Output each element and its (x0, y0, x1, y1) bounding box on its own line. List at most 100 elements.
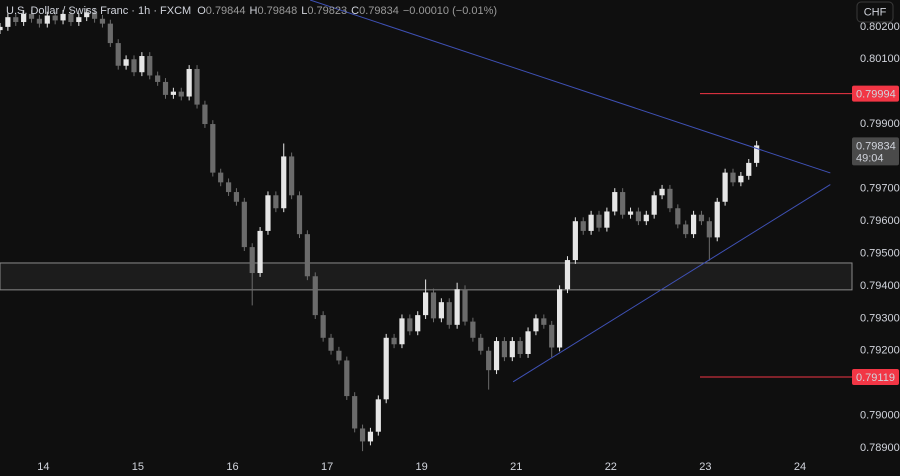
candle-body (320, 315, 326, 338)
trendline (309, 0, 831, 174)
candle-body (60, 13, 66, 21)
candle-body (194, 68, 200, 105)
candle-body (533, 318, 539, 332)
trendline (512, 184, 831, 383)
candle-body (478, 337, 484, 351)
y-tick-label: 0.78900 (860, 442, 900, 454)
candle-body (52, 15, 58, 21)
candle-body (107, 23, 113, 44)
level-label: 0.79994 (856, 89, 896, 101)
candle-body (407, 318, 413, 332)
x-tick-label: 17 (321, 461, 333, 473)
y-tick-label: 0.79600 (860, 215, 900, 227)
candle-body (131, 59, 137, 73)
level-tag (852, 85, 899, 102)
candle-body (415, 315, 421, 332)
candle-body (754, 145, 760, 163)
candle-body (76, 17, 82, 23)
y-tick-label: 0.79300 (860, 312, 900, 324)
candle-body (462, 289, 468, 322)
candle-body (28, 13, 35, 19)
candle-body (257, 230, 263, 274)
candle-body (730, 172, 736, 183)
candle-body (509, 341, 515, 358)
candle-body (549, 324, 555, 348)
x-tick-label: 19 (416, 461, 428, 473)
candle-body (218, 172, 224, 183)
y-tick-label: 0.79000 (860, 409, 900, 421)
ohlc-value: 0.79823 (307, 5, 347, 17)
change: −0.00010 (−0.01%) (403, 5, 497, 17)
candle-body (706, 221, 712, 238)
candle-body (690, 214, 697, 235)
candle-body (336, 350, 342, 361)
candle-body (289, 156, 295, 196)
candle-body (517, 341, 523, 354)
candle-body (438, 302, 444, 319)
chart-title: U.S. Dollar / Swiss Franc · 1h · FXCM (6, 5, 191, 17)
candle-body (123, 59, 129, 66)
x-tick-label: 23 (699, 461, 711, 473)
candle-body (13, 17, 19, 23)
x-tick-label: 24 (794, 461, 806, 473)
y-tick-label: 0.79700 (860, 183, 900, 195)
candle-body (233, 192, 240, 202)
x-tick-label: 15 (132, 461, 144, 473)
candle-body (273, 195, 279, 209)
ohlc-label: H (250, 5, 258, 17)
candle-body (525, 331, 531, 354)
y-tick-label: 0.79400 (860, 280, 900, 292)
candle-body (556, 289, 563, 348)
candle-body (635, 211, 642, 222)
candle-body (627, 211, 634, 215)
currency-button[interactable] (856, 1, 894, 23)
candle-body (612, 192, 618, 212)
x-tick-label: 21 (510, 461, 522, 473)
candle-body (470, 321, 476, 338)
ohlc-value: 0.79848 (257, 5, 297, 17)
candle-body (186, 68, 192, 97)
candle-body (44, 15, 50, 24)
candle-body (352, 396, 358, 429)
level-tag (852, 368, 899, 385)
candle-body (139, 56, 145, 73)
header: U.S. Dollar / Swiss Franc · 1h · FXCM O0.… (6, 5, 497, 17)
candle-body (423, 292, 429, 316)
candle-body (698, 214, 705, 222)
candle-body (68, 13, 74, 23)
candle-body (84, 12, 90, 18)
currency-label[interactable]: CHF (864, 6, 887, 18)
candle-body (683, 224, 689, 235)
candle-body (620, 192, 626, 215)
candle-body (155, 75, 161, 82)
countdown: 49:04 (856, 152, 884, 164)
candle-body (596, 214, 602, 228)
ohlc-value: 0.79834 (359, 5, 399, 17)
candle-body (446, 302, 452, 325)
ohlc-value: 0.79844 (206, 5, 246, 17)
candle-body (241, 201, 247, 248)
candle-body (746, 162, 752, 176)
y-tick-label: 0.80100 (860, 53, 900, 65)
candle-body (675, 208, 681, 225)
candle-body (281, 156, 287, 209)
candle-body (36, 18, 43, 24)
candle-body (170, 91, 176, 95)
price-tag (852, 137, 899, 166)
candle-body (202, 104, 208, 125)
y-tick-label: 0.79900 (860, 118, 900, 130)
y-tick-label: 0.80200 (860, 21, 900, 33)
candle-body (399, 318, 405, 345)
candle-body (5, 17, 11, 27)
x-tick-label: 14 (37, 461, 49, 473)
candle-body (99, 18, 106, 24)
level-label: 0.79119 (856, 372, 895, 384)
candle-body (265, 195, 271, 231)
candle-body (115, 43, 121, 66)
candle-body (0, 26, 3, 31)
candle-body (21, 13, 27, 23)
candle-body (659, 188, 665, 196)
candle-body (367, 431, 374, 442)
y-tick-label: 0.79200 (860, 345, 900, 357)
